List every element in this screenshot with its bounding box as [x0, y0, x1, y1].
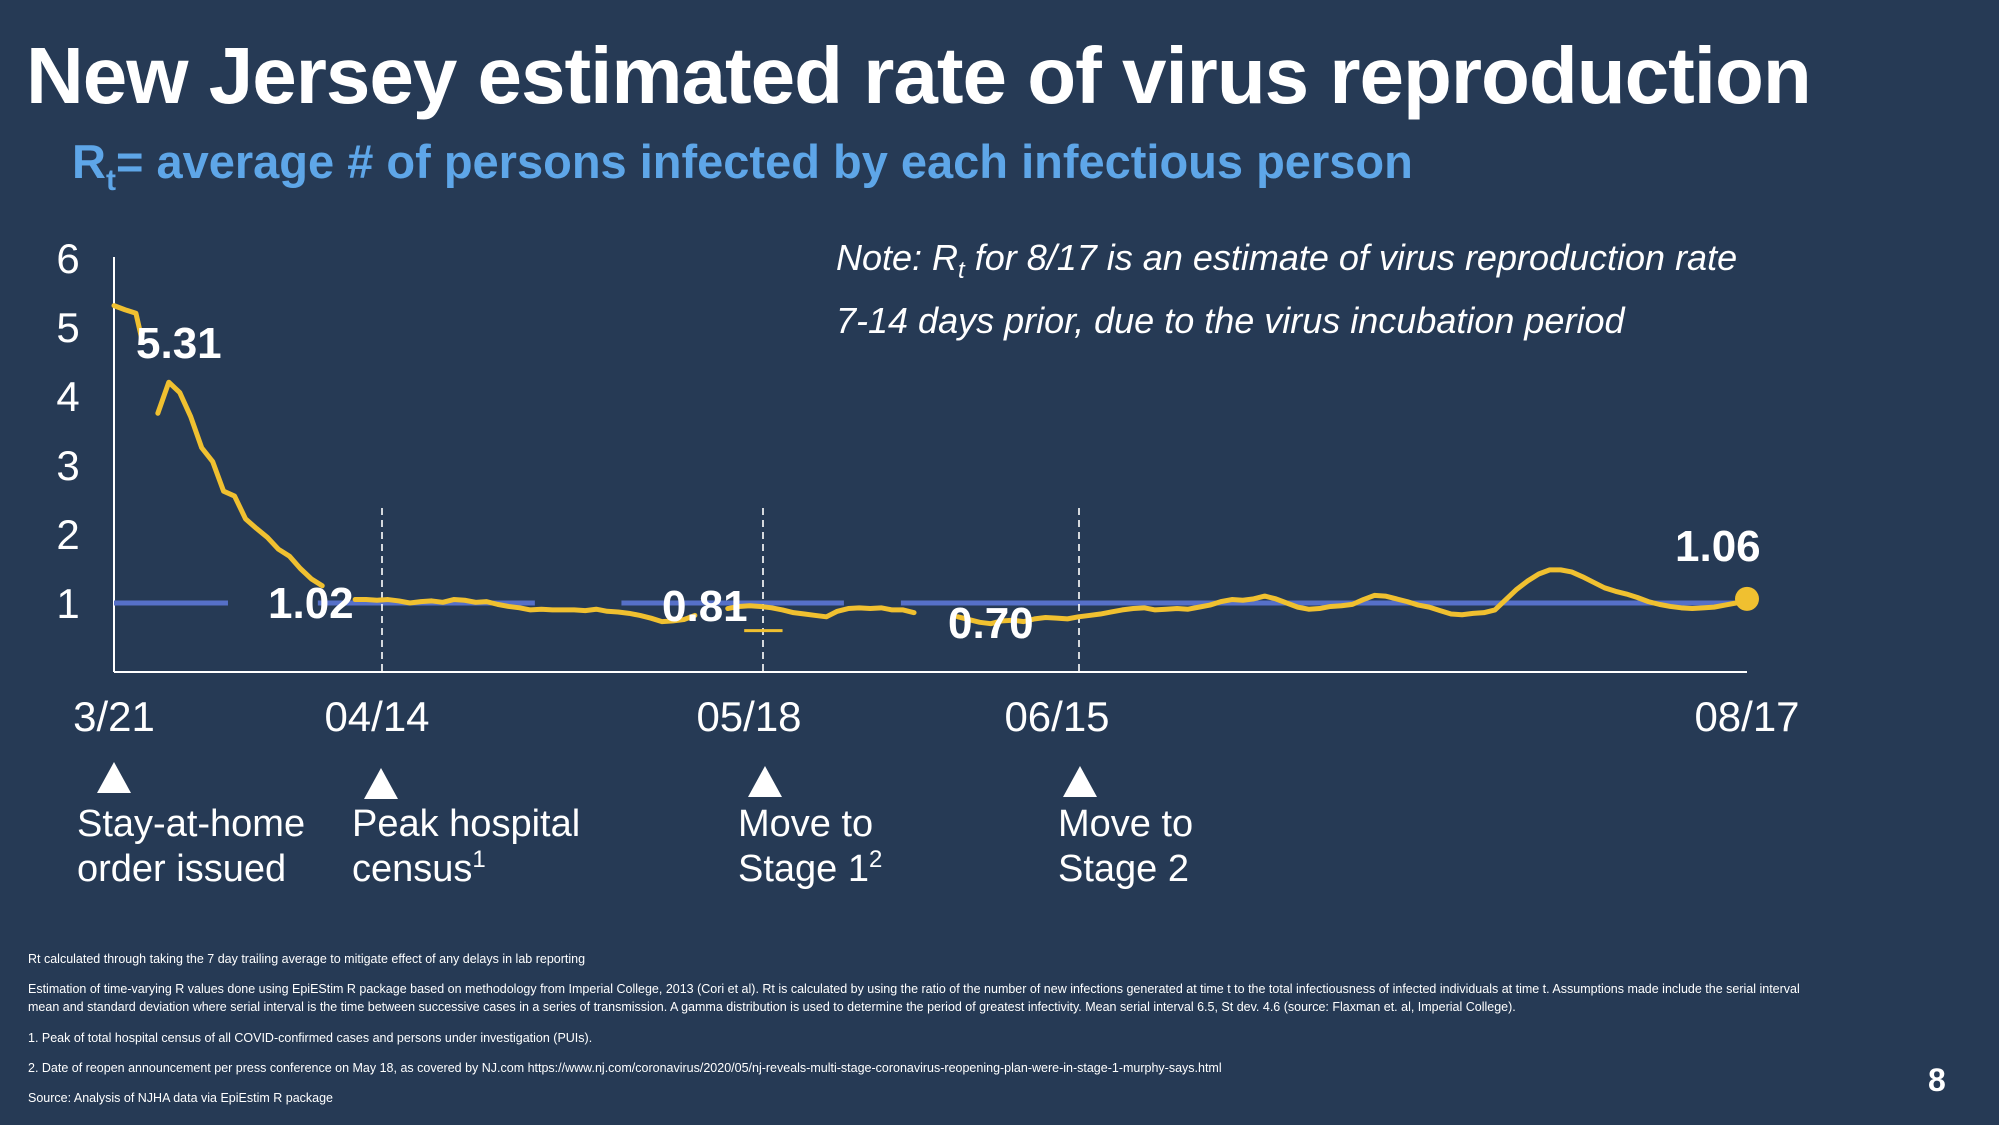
rt-series [111, 303, 1759, 633]
rt-line-segment [111, 303, 144, 340]
milestone-triangle-icon [364, 768, 398, 799]
x-tick-label: 3/21 [73, 693, 155, 740]
subtitle-text: = average # of persons infected by each … [115, 135, 1413, 188]
footnote-estimation-2: mean and standard deviation where serial… [28, 1000, 1516, 1014]
y-tick-label: 4 [56, 373, 79, 420]
data-label: 0.81 [662, 582, 748, 631]
milestone-label: Move to Stage 2 [1058, 802, 1193, 892]
note-line-1: Note: Rt for 8/17 is an estimate of viru… [836, 233, 1737, 296]
milestone-label-line-2: Stage 12 [738, 847, 882, 892]
footnote-2: 2. Date of reopen announcement per press… [28, 1061, 1222, 1075]
slide-subtitle: Rt= average # of persons infected by eac… [72, 134, 1413, 198]
milestone-label-line-1: Stay-at-home [77, 803, 306, 845]
milestone-label-text: Stage 1 [738, 848, 869, 890]
y-tick-label: 1 [56, 580, 79, 627]
x-tick-label: 06/15 [1004, 693, 1109, 740]
subtitle-subscript: t [105, 164, 116, 197]
milestone-label-text: order issued [77, 848, 287, 890]
milestone-triangle-icon [97, 762, 131, 793]
rt-line-segment [955, 567, 1750, 627]
footnote-ref: 1 [472, 846, 486, 873]
milestone-label-text: census [352, 848, 473, 890]
note-line-2: 7-14 days prior, due to the virus incuba… [836, 300, 1625, 341]
rt-line-segment [352, 597, 698, 625]
milestone-label: Stay-at-home order issued [77, 802, 305, 892]
milestone-label: Peak hospital census1 [352, 802, 580, 892]
note-rest: for 8/17 is an estimate of virus reprodu… [964, 237, 1738, 278]
y-tick-label: 2 [56, 511, 79, 558]
milestone-label-line-1: Move to [1058, 803, 1194, 845]
page-number: 8 [1928, 1062, 1946, 1098]
milestone-label-line-2: order issued [77, 847, 305, 892]
data-label: 1.06 [1675, 522, 1761, 571]
x-tick-label: 04/14 [324, 693, 429, 740]
footnote-ref: 2 [869, 846, 883, 873]
data-label: 0.70 [948, 599, 1034, 648]
x-tick-label: 08/17 [1694, 693, 1799, 740]
rt-line-segment [725, 603, 917, 620]
x-tick-label: 05/18 [696, 693, 801, 740]
footnote-rt-method: Rt calculated through taking the 7 day t… [28, 952, 586, 966]
slide-title: New Jersey estimated rate of virus repro… [26, 31, 1812, 120]
note-prefix: Note: R [836, 237, 959, 278]
milestone-triangle-icon [748, 766, 782, 797]
chart-axes [113, 257, 1747, 673]
milestone-label-line-2: census1 [352, 847, 580, 892]
data-label: 1.02 [268, 579, 354, 628]
data-labels: 5.31 1.02 0.81 0.70 1.06 [136, 319, 1761, 648]
axis-ticks: 1 2 3 4 5 6 3/21 04/14 05/18 06/15 08/17 [56, 235, 1799, 740]
milestone-label-text: Stage 2 [1058, 848, 1189, 890]
rt-line-segment [155, 379, 325, 589]
y-tick-label: 3 [56, 442, 79, 489]
milestone-triangle-icon [1063, 766, 1097, 797]
y-tick-label: 6 [56, 235, 79, 282]
note-subscript: t [958, 257, 965, 284]
endpoint-marker [1735, 586, 1759, 611]
footnote-1: 1. Peak of total hospital census of all … [28, 1031, 593, 1045]
subtitle-symbol: R [72, 135, 106, 188]
milestone-label-line-1: Peak hospital [352, 803, 581, 845]
chart-note: Note: Rt for 8/17 is an estimate of viru… [836, 233, 1737, 346]
milestone-markers [97, 762, 1097, 799]
footnote-source: Source: Analysis of NJHA data via EpiEst… [28, 1091, 334, 1105]
milestone-label: Move to Stage 12 [738, 802, 882, 892]
footnote-estimation-1: Estimation of time-varying R values done… [28, 982, 1800, 996]
data-label: 5.31 [136, 319, 222, 368]
y-tick-label: 5 [56, 304, 79, 351]
milestone-label-line-1: Move to [738, 803, 874, 845]
event-lines [381, 508, 1080, 672]
milestone-label-line-2: Stage 2 [1058, 847, 1193, 892]
